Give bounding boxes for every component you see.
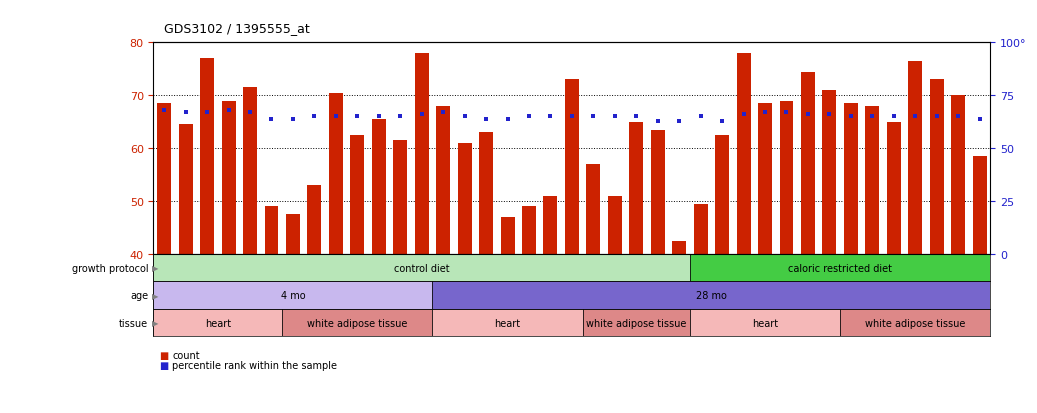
Bar: [264, 207, 279, 254]
Text: caloric restricted diet: caloric restricted diet: [788, 263, 892, 273]
Bar: [865, 107, 879, 254]
Bar: [543, 196, 558, 254]
Bar: [393, 141, 408, 254]
Bar: [432, 282, 990, 309]
Bar: [200, 59, 214, 254]
Bar: [736, 54, 751, 254]
Text: 4 mo: 4 mo: [281, 290, 305, 300]
Bar: [586, 165, 600, 254]
Text: heart: heart: [495, 318, 521, 328]
Bar: [887, 123, 901, 254]
Bar: [758, 104, 772, 254]
Bar: [432, 309, 583, 337]
Bar: [951, 96, 965, 254]
Text: count: count: [172, 350, 200, 360]
Bar: [158, 104, 171, 254]
Bar: [286, 215, 300, 254]
Text: GDS3102 / 1395555_at: GDS3102 / 1395555_at: [164, 22, 310, 35]
Text: ■: ■: [159, 350, 168, 360]
Bar: [415, 54, 428, 254]
Bar: [672, 241, 686, 254]
Bar: [437, 107, 450, 254]
Bar: [844, 104, 858, 254]
Bar: [822, 91, 837, 254]
Bar: [351, 135, 364, 254]
Bar: [479, 133, 493, 254]
Bar: [629, 123, 643, 254]
Bar: [178, 125, 193, 254]
Bar: [501, 217, 514, 254]
Bar: [973, 157, 986, 254]
Text: control diet: control diet: [394, 263, 449, 273]
Bar: [282, 309, 432, 337]
Text: ▶: ▶: [152, 263, 159, 273]
Text: ▶: ▶: [152, 291, 159, 300]
Bar: [608, 196, 622, 254]
Text: age: age: [131, 290, 148, 300]
Bar: [716, 135, 729, 254]
Bar: [690, 254, 990, 282]
Text: white adipose tissue: white adipose tissue: [307, 318, 408, 328]
Bar: [651, 131, 665, 254]
Bar: [153, 254, 690, 282]
Text: heart: heart: [204, 318, 231, 328]
Bar: [583, 309, 690, 337]
Bar: [930, 80, 944, 254]
Bar: [780, 101, 793, 254]
Bar: [329, 93, 343, 254]
Bar: [153, 309, 282, 337]
Text: tissue: tissue: [119, 318, 148, 328]
Bar: [694, 204, 707, 254]
Bar: [565, 80, 579, 254]
Text: white adipose tissue: white adipose tissue: [586, 318, 686, 328]
Bar: [690, 309, 840, 337]
Text: ▶: ▶: [152, 318, 159, 328]
Bar: [801, 72, 815, 254]
Bar: [908, 62, 922, 254]
Bar: [372, 120, 386, 254]
Bar: [840, 309, 990, 337]
Bar: [243, 88, 257, 254]
Text: heart: heart: [752, 318, 778, 328]
Text: growth protocol: growth protocol: [72, 263, 148, 273]
Bar: [307, 186, 321, 254]
Bar: [153, 282, 432, 309]
Text: ■: ■: [159, 361, 168, 370]
Text: 28 mo: 28 mo: [696, 290, 727, 300]
Bar: [522, 207, 536, 254]
Bar: [457, 144, 472, 254]
Bar: [222, 101, 235, 254]
Text: percentile rank within the sample: percentile rank within the sample: [172, 361, 337, 370]
Text: white adipose tissue: white adipose tissue: [865, 318, 965, 328]
